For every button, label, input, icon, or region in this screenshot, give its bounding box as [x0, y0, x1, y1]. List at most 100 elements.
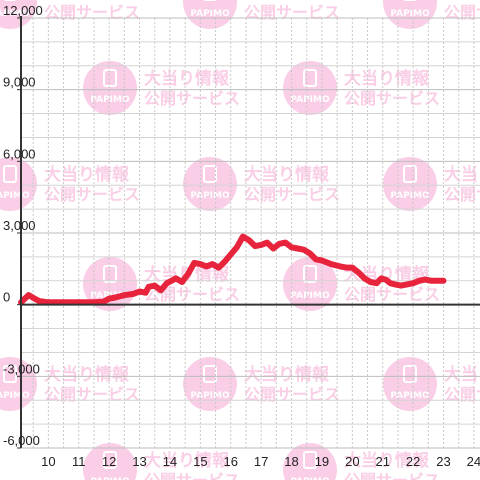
- watermark-circle: [0, 157, 37, 211]
- x-tick-label: 21: [375, 454, 389, 469]
- x-tick-label: 17: [254, 454, 268, 469]
- watermark-line1: 大当り情報: [244, 0, 330, 3]
- y-tick-label: -3,000: [3, 361, 40, 376]
- tick-labels-layer: -6,000 -3,000 0 3,000 6,000 9,000 12,000 10 11 12…: [3, 3, 480, 469]
- watermark-line2: 公開サービス: [444, 385, 480, 404]
- watermark-line1: 大当り情報: [344, 450, 430, 471]
- watermark-logo-text: PAPIMO: [0, 191, 30, 201]
- watermark-line2: 公開サービス: [144, 471, 240, 480]
- y-tick-label: -6,000: [3, 433, 40, 448]
- y-tick-label: 12,000: [3, 3, 43, 18]
- watermark-line1: 大当り情報: [444, 164, 480, 185]
- x-tick-label: 12: [102, 454, 116, 469]
- watermark-logo-text: PAPIMO: [290, 477, 330, 480]
- x-tick-label: 10: [41, 454, 55, 469]
- watermark-circle: [183, 157, 237, 211]
- x-tick-label: 16: [224, 454, 238, 469]
- watermark-logo-text: PAPIMO: [190, 191, 230, 201]
- watermark-line1: 大当り情報: [144, 450, 230, 471]
- watermark-phone-icon: [3, 365, 17, 383]
- x-tick-label: 22: [406, 454, 420, 469]
- watermark-circle: [83, 443, 137, 480]
- watermark-line1: 大当り情報: [144, 68, 230, 89]
- watermark-logo-text: PAPIMO: [190, 391, 230, 401]
- watermark-line1: 大当り情報: [344, 68, 430, 89]
- watermark-phone-icon: [303, 69, 317, 87]
- watermark-logo-text: PAPIMO: [90, 477, 130, 480]
- series-layer: [18, 233, 447, 306]
- watermark-circle: [183, 0, 237, 29]
- watermark-line1: 大当り情報: [444, 364, 480, 385]
- watermark-logo-text: PAPIMO: [90, 95, 130, 105]
- watermark-phone-icon: [103, 265, 117, 283]
- watermark-logo-text: PAPIMO: [0, 9, 30, 19]
- watermark-phone-icon: [403, 165, 417, 183]
- axes-layer: [17, 16, 480, 449]
- x-tick-label: 19: [315, 454, 329, 469]
- watermark-logo-text: PAPIMO: [390, 191, 430, 201]
- watermark-logo-text: PAPIMO: [290, 291, 330, 301]
- watermark-line1: 大当り情報: [444, 0, 480, 3]
- watermark-line1: 大当り情報: [244, 164, 330, 185]
- watermark-line2: 公開サービス: [244, 3, 340, 22]
- watermark-line1: 大当り情報: [44, 364, 130, 385]
- x-tick-label: 20: [345, 454, 359, 469]
- watermark-line1: 大当り情報: [44, 164, 130, 185]
- y-tick-label: 3,000: [3, 218, 36, 233]
- x-tick-label: 24: [467, 454, 480, 469]
- watermark-line2: 公開サービス: [444, 3, 480, 22]
- x-tick-label: 23: [436, 454, 450, 469]
- y-tick-label: 9,000: [3, 75, 36, 90]
- grid-layer: [21, 17, 480, 449]
- watermark-line2: 公開サービス: [44, 3, 140, 22]
- y-tick-label: 6,000: [3, 146, 36, 161]
- x-tick-label: 14: [163, 454, 177, 469]
- watermark-logo-text: PAPIMO: [390, 9, 430, 19]
- watermark-logo-text: PAPIMO: [290, 95, 330, 105]
- watermark-line2: 公開サービス: [344, 285, 440, 304]
- watermark-phone-icon: [403, 365, 417, 383]
- watermark-circle: [383, 357, 437, 411]
- watermark-circle: [0, 0, 37, 29]
- watermark-phone-icon: [303, 265, 317, 283]
- x-tick-label: 15: [193, 454, 207, 469]
- watermark-circle: [283, 443, 337, 480]
- watermark-line1: 大当り情報: [244, 364, 330, 385]
- watermark-circle: [0, 357, 37, 411]
- x-tick-label: 11: [72, 454, 86, 469]
- watermark-phone-icon: [103, 69, 117, 87]
- watermark-phone-icon: [103, 451, 117, 469]
- watermark-logo-text: PAPIMO: [0, 391, 30, 401]
- watermark-line1: 大当り情報: [44, 0, 130, 3]
- watermark-circle: [283, 257, 337, 311]
- watermark-phone-icon: [303, 451, 317, 469]
- watermark-circle: [283, 61, 337, 115]
- watermark-logo-text: PAPIMO: [190, 9, 230, 19]
- watermark-phone-icon: [3, 165, 17, 183]
- watermark-circle: [183, 357, 237, 411]
- watermark-line2: 公開サービス: [44, 385, 140, 404]
- y-tick-label: 0: [3, 290, 10, 305]
- watermark-line2: 公開サービス: [344, 471, 440, 480]
- series-line: [18, 233, 447, 306]
- watermark-line2: 公開サービス: [44, 185, 140, 204]
- x-tick-label: 13: [132, 454, 146, 469]
- x-tick-label: 18: [284, 454, 298, 469]
- watermark-line2: 公開サービス: [144, 89, 240, 108]
- watermark-circle: [383, 0, 437, 29]
- watermark-circle: [383, 157, 437, 211]
- watermark-circle: [83, 61, 137, 115]
- watermark-line2: 公開サービス: [444, 185, 480, 204]
